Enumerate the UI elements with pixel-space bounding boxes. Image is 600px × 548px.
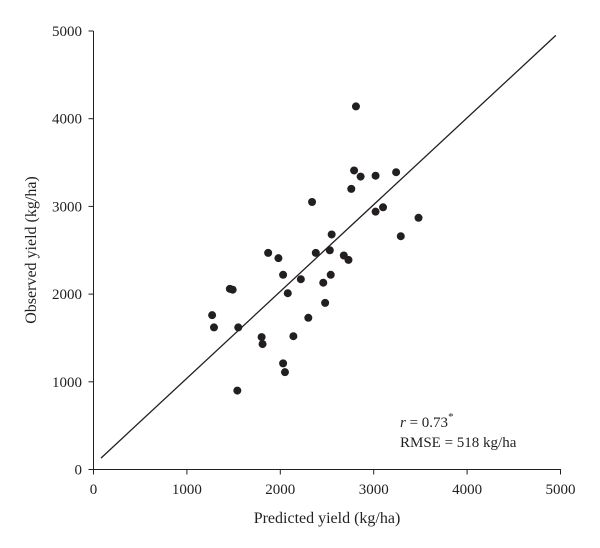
data-point	[392, 168, 401, 177]
data-point	[279, 359, 288, 368]
data-point	[233, 386, 242, 395]
axes	[93, 31, 561, 470]
y-tick-label: 1000	[52, 375, 82, 391]
y-axis-title: Observed yield (kg/ha)	[23, 176, 40, 324]
y-tick-label: 0	[75, 463, 83, 479]
x-ticks: 0 1000 2000 3000 4000 5000	[90, 469, 576, 498]
x-tick-label: 5000	[546, 482, 576, 498]
data-points	[208, 102, 423, 395]
y-tick-label: 3000	[52, 199, 82, 215]
data-point	[347, 184, 356, 193]
data-point	[396, 232, 405, 241]
data-point	[279, 270, 288, 279]
data-point	[228, 285, 237, 294]
y-tick-label: 5000	[52, 24, 82, 40]
x-tick-label: 1000	[172, 482, 202, 498]
data-point	[234, 323, 243, 332]
r-symbol: r	[400, 415, 406, 431]
y-ticks: 0 1000 2000 3000 4000 5000	[52, 24, 94, 479]
data-point	[371, 207, 380, 216]
data-point	[327, 230, 336, 239]
x-tick-label: 3000	[359, 482, 389, 498]
data-point	[326, 270, 335, 279]
data-point	[274, 254, 283, 263]
data-point	[350, 166, 359, 175]
data-point	[208, 311, 217, 320]
data-point	[321, 298, 330, 307]
x-axis-title: Predicted yield (kg/ha)	[254, 510, 401, 527]
x-tick-label: 2000	[265, 482, 295, 498]
r-significance: *	[448, 411, 454, 423]
data-point	[351, 102, 360, 111]
y-tick-label: 2000	[52, 287, 82, 303]
data-point	[258, 340, 267, 349]
data-point	[289, 332, 298, 341]
data-point	[304, 313, 313, 322]
data-point	[280, 368, 289, 377]
data-point	[308, 198, 317, 207]
data-point	[414, 213, 423, 222]
data-point	[296, 275, 305, 284]
x-tick-label: 0	[90, 482, 98, 498]
data-point	[379, 203, 388, 212]
data-point	[283, 289, 292, 298]
data-point	[371, 171, 380, 180]
data-point	[319, 278, 328, 287]
data-point	[325, 246, 334, 255]
data-point	[311, 248, 320, 257]
data-point	[264, 248, 273, 257]
x-tick-label: 4000	[452, 482, 482, 498]
data-point	[209, 323, 218, 332]
data-point	[257, 333, 266, 342]
r-value: = 0.73	[406, 415, 448, 431]
rmse-annotation: RMSE = 518 kg/ha	[400, 435, 517, 451]
data-point	[344, 255, 353, 264]
r-annotation: r = 0.73*	[400, 411, 454, 431]
data-point	[356, 172, 365, 181]
y-tick-label: 4000	[52, 112, 82, 128]
